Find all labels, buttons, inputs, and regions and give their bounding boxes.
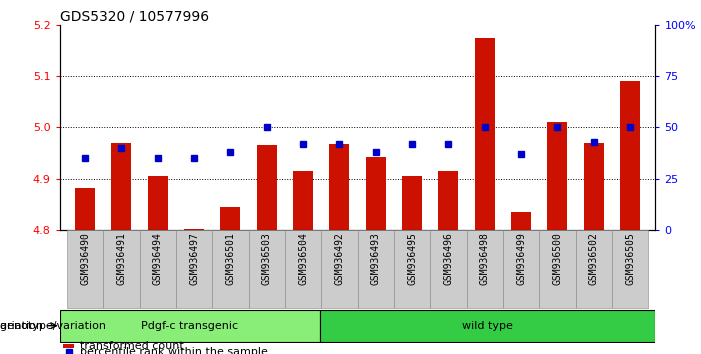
Text: transformed count: transformed count [81, 341, 184, 352]
FancyBboxPatch shape [576, 230, 612, 308]
Bar [111, 143, 131, 230]
Text: GSM936505: GSM936505 [625, 233, 635, 285]
Text: GSM936501: GSM936501 [225, 233, 236, 285]
Bar [511, 212, 531, 230]
FancyBboxPatch shape [320, 310, 655, 342]
Text: genotype/variation: genotype/variation [0, 321, 43, 331]
FancyBboxPatch shape [466, 230, 503, 308]
FancyBboxPatch shape [358, 230, 394, 308]
FancyBboxPatch shape [139, 230, 176, 308]
Bar [293, 171, 313, 230]
Text: GSM936496: GSM936496 [443, 233, 454, 285]
Text: GSM936503: GSM936503 [261, 233, 272, 285]
Text: GSM936502: GSM936502 [589, 233, 599, 285]
Bar [620, 81, 640, 230]
Text: percentile rank within the sample: percentile rank within the sample [81, 347, 268, 354]
FancyBboxPatch shape [612, 230, 648, 308]
Text: wild type: wild type [463, 321, 513, 331]
Text: GSM936498: GSM936498 [479, 233, 490, 285]
Text: genotype/variation: genotype/variation [0, 321, 109, 331]
Bar [75, 188, 95, 230]
Bar [329, 144, 349, 230]
Bar [220, 207, 240, 230]
Text: GSM936500: GSM936500 [552, 233, 562, 285]
Bar [184, 229, 204, 230]
Text: GSM936490: GSM936490 [80, 233, 90, 285]
Text: GSM936492: GSM936492 [334, 233, 344, 285]
FancyBboxPatch shape [285, 230, 321, 308]
Text: GSM936499: GSM936499 [516, 233, 526, 285]
FancyBboxPatch shape [60, 310, 320, 342]
FancyBboxPatch shape [503, 230, 539, 308]
Bar [402, 176, 422, 230]
Text: GSM936504: GSM936504 [298, 233, 308, 285]
Bar [366, 157, 386, 230]
FancyBboxPatch shape [539, 230, 576, 308]
FancyBboxPatch shape [249, 230, 285, 308]
Bar [547, 122, 567, 230]
Bar [62, 344, 74, 348]
Text: Pdgf-c transgenic: Pdgf-c transgenic [142, 321, 238, 331]
FancyBboxPatch shape [394, 230, 430, 308]
FancyBboxPatch shape [321, 230, 358, 308]
Bar [584, 143, 604, 230]
FancyBboxPatch shape [67, 230, 103, 308]
Bar [475, 38, 495, 230]
FancyBboxPatch shape [103, 230, 139, 308]
Text: GSM936491: GSM936491 [116, 233, 126, 285]
FancyBboxPatch shape [212, 230, 249, 308]
Bar [438, 171, 458, 230]
Text: GSM936493: GSM936493 [371, 233, 381, 285]
FancyBboxPatch shape [176, 230, 212, 308]
Text: GSM936497: GSM936497 [189, 233, 199, 285]
FancyBboxPatch shape [430, 230, 466, 308]
Text: GSM936494: GSM936494 [153, 233, 163, 285]
Text: GDS5320 / 10577996: GDS5320 / 10577996 [60, 10, 209, 24]
Bar [257, 145, 277, 230]
Bar [148, 176, 168, 230]
Text: GSM936495: GSM936495 [407, 233, 417, 285]
